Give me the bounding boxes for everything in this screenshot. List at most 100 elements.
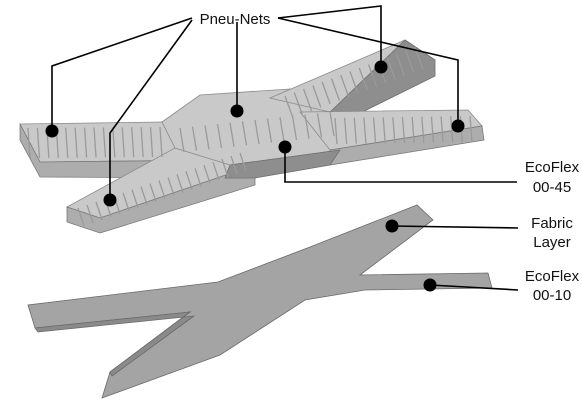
chamber-wall <box>140 186 148 205</box>
chamber-wall <box>93 127 97 158</box>
chamber-wall <box>363 117 367 144</box>
chamber-wall <box>401 116 406 144</box>
leader-fabric <box>391 225 519 229</box>
chamber-wall <box>176 174 184 193</box>
chamber-wall <box>86 204 94 224</box>
chamber-wall <box>321 81 331 105</box>
chamber-wall <box>131 189 139 208</box>
chamber-wall <box>204 125 210 150</box>
marker-pneu-left <box>45 124 59 138</box>
chamber-wall <box>334 117 338 145</box>
chamber-wall <box>159 126 163 158</box>
chamber-wall <box>343 117 348 144</box>
marker-dots <box>45 60 465 292</box>
chamber-wall <box>316 113 323 138</box>
chamber-wall <box>203 165 211 184</box>
leader-pneu-right <box>277 17 459 126</box>
label-fabric-line1: Fabric <box>531 215 573 232</box>
chamber-wall <box>149 183 157 202</box>
label-fabric-line2: Layer <box>533 234 571 251</box>
chamber-wall <box>167 177 175 196</box>
chamber-wall <box>216 123 223 149</box>
label-pneu-nets: Pneu-Nets <box>200 11 271 28</box>
marker-ecoflex10 <box>423 278 437 292</box>
chamber-wall <box>74 127 78 158</box>
chamber-wall <box>353 117 357 144</box>
label-ecoflex10-line2: 00-10 <box>533 287 571 304</box>
chamber-wall <box>229 122 235 147</box>
chamber-wall <box>382 117 386 144</box>
chamber-wall <box>185 171 193 190</box>
label-ecoflex10-line1: EcoFlex <box>525 268 580 285</box>
chamber-wall <box>131 127 135 158</box>
label-ecoflex45-line1: EcoFlex <box>525 159 580 176</box>
chamber-wall <box>179 127 185 153</box>
chamber-wall <box>291 115 298 141</box>
chamber-wall <box>421 116 425 143</box>
chamber-wall <box>340 74 350 98</box>
chamber-wall <box>36 127 41 158</box>
lower-left-arm-front <box>66 164 256 234</box>
chamber-wall <box>83 127 88 158</box>
chamber-wall <box>358 67 368 91</box>
marker-pneu-lowerleft <box>103 193 117 207</box>
chamber-wall <box>27 127 31 159</box>
chamber-wall <box>194 168 202 187</box>
chamber-wall <box>349 71 359 94</box>
chamber-wall <box>149 127 154 158</box>
chamber-wall <box>469 115 473 143</box>
label-ecoflex45-line2: 00-45 <box>533 179 571 196</box>
fabric-sheet-edge <box>34 311 196 377</box>
leader-ecoflex45 <box>284 147 517 183</box>
upper-right-arm-side <box>329 39 436 129</box>
chamber-wall <box>112 127 116 158</box>
marker-fabric <box>385 219 399 233</box>
chamber-wall <box>450 116 454 143</box>
chamber-wall <box>239 152 247 172</box>
chamber-wall <box>241 121 248 146</box>
chamber-wall <box>65 127 69 158</box>
chamber-wall <box>140 127 144 158</box>
leader-pneu-lowerleft <box>109 19 193 200</box>
center-body-front <box>224 149 341 179</box>
chamber-wall <box>330 78 341 101</box>
chamber-wall <box>102 127 107 158</box>
chamber-wall <box>395 53 406 77</box>
chamber-wall <box>312 85 322 108</box>
chamber-wall <box>440 116 444 143</box>
chamber-wall <box>121 127 125 158</box>
chamber-wall <box>392 117 396 144</box>
chamber-wall <box>329 111 335 137</box>
chamber-wall <box>411 116 415 143</box>
chamber-wall <box>221 158 229 178</box>
leader-pneu-left <box>51 17 193 131</box>
chamber-wall <box>284 95 294 119</box>
chamber-wall <box>293 92 303 115</box>
chamber-wall <box>122 192 130 211</box>
marker-pneu-upperright <box>374 60 388 74</box>
chamber-wall <box>266 118 273 143</box>
marker-pneu-center <box>230 104 244 118</box>
chamber-wall <box>230 155 238 175</box>
chamber-wall <box>304 114 310 139</box>
chamber-wall <box>254 119 260 145</box>
chamber-wall <box>279 117 285 142</box>
chamber-wall <box>95 201 103 221</box>
chamber-wall <box>212 161 220 181</box>
chamber-wall <box>372 117 377 144</box>
marker-pneu-right <box>451 119 465 133</box>
chamber-wall <box>386 57 396 80</box>
chamber-wall <box>302 88 313 112</box>
chamber-wall <box>158 180 166 199</box>
chamber-wall <box>191 126 198 151</box>
fabric-sheet <box>27 204 493 399</box>
marker-ecoflex45 <box>278 140 292 154</box>
leader-lines <box>51 5 519 291</box>
chamber-wall <box>430 116 435 143</box>
upper-actuator-body <box>19 39 485 234</box>
leader-ecoflex10 <box>429 284 519 291</box>
chamber-wall <box>367 64 378 87</box>
leader-pneu-upperright <box>277 5 382 67</box>
